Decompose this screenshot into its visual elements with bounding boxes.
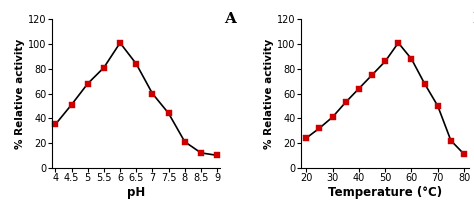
X-axis label: pH: pH [127,186,146,199]
Text: A: A [224,12,236,26]
Y-axis label: % Relative activity: % Relative activity [264,38,274,149]
Text: B: B [473,12,474,26]
X-axis label: Temperature (°C): Temperature (°C) [328,186,442,199]
Y-axis label: % Relative activity: % Relative activity [15,38,25,149]
